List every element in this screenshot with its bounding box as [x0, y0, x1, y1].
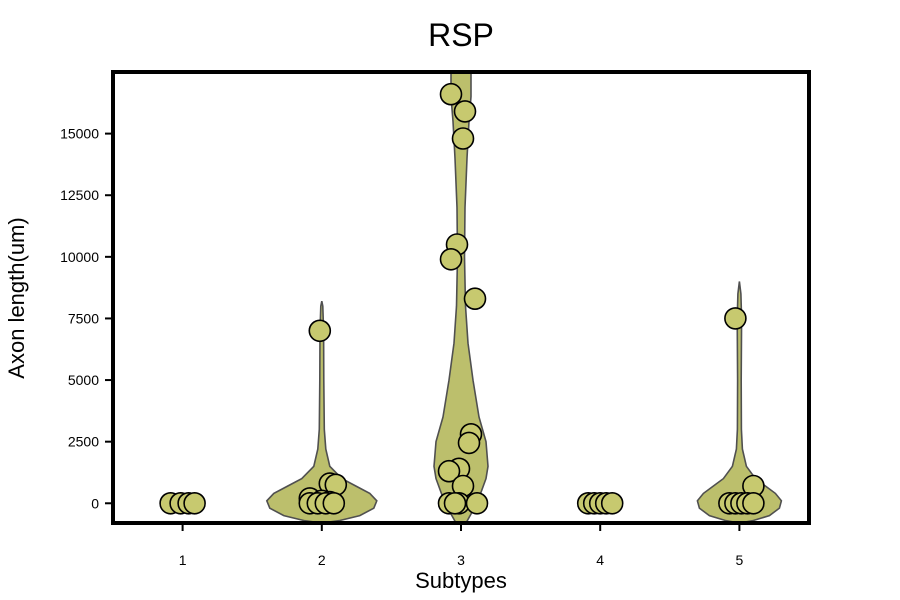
y-tick-label: 12500 — [60, 187, 99, 203]
data-point — [183, 491, 206, 515]
x-tick-label: 4 — [596, 552, 604, 568]
data-point — [451, 127, 475, 150]
data-point — [453, 100, 477, 123]
x-tick-label: 3 — [457, 552, 465, 568]
x-axis-label: Subtypes — [415, 568, 507, 593]
y-tick-label: 15000 — [60, 126, 99, 142]
data-point — [742, 491, 765, 515]
y-tick-label: 7500 — [68, 310, 99, 326]
violin-5 — [696, 281, 783, 524]
data-point — [439, 247, 463, 271]
x-axis-ticks: 1 2 3 4 5 — [179, 523, 744, 568]
data-point — [308, 319, 332, 343]
y-tick-label: 10000 — [60, 249, 99, 265]
chart-title: RSP — [428, 17, 494, 53]
data-point — [600, 491, 624, 515]
data-point — [439, 82, 463, 106]
y-tick-label: 0 — [91, 495, 99, 511]
data-point — [463, 287, 487, 311]
violin-layer — [265, 71, 783, 524]
x-tick-label: 2 — [318, 552, 326, 568]
x-tick-label: 1 — [179, 552, 187, 568]
data-point — [465, 491, 489, 515]
data-point — [443, 491, 467, 515]
point-layer — [159, 82, 765, 515]
y-tick-label: 5000 — [68, 372, 99, 388]
data-point — [322, 491, 346, 515]
data-point — [437, 459, 461, 483]
y-axis-ticks: 0 2500 5000 7500 10000 12500 15000 — [60, 126, 113, 511]
x-tick-label: 5 — [736, 552, 744, 568]
data-point — [457, 431, 481, 455]
violin-2 — [265, 301, 378, 524]
data-point — [724, 307, 747, 330]
y-axis-label: Axon length(um) — [4, 217, 29, 378]
y-tick-label: 2500 — [68, 434, 99, 450]
